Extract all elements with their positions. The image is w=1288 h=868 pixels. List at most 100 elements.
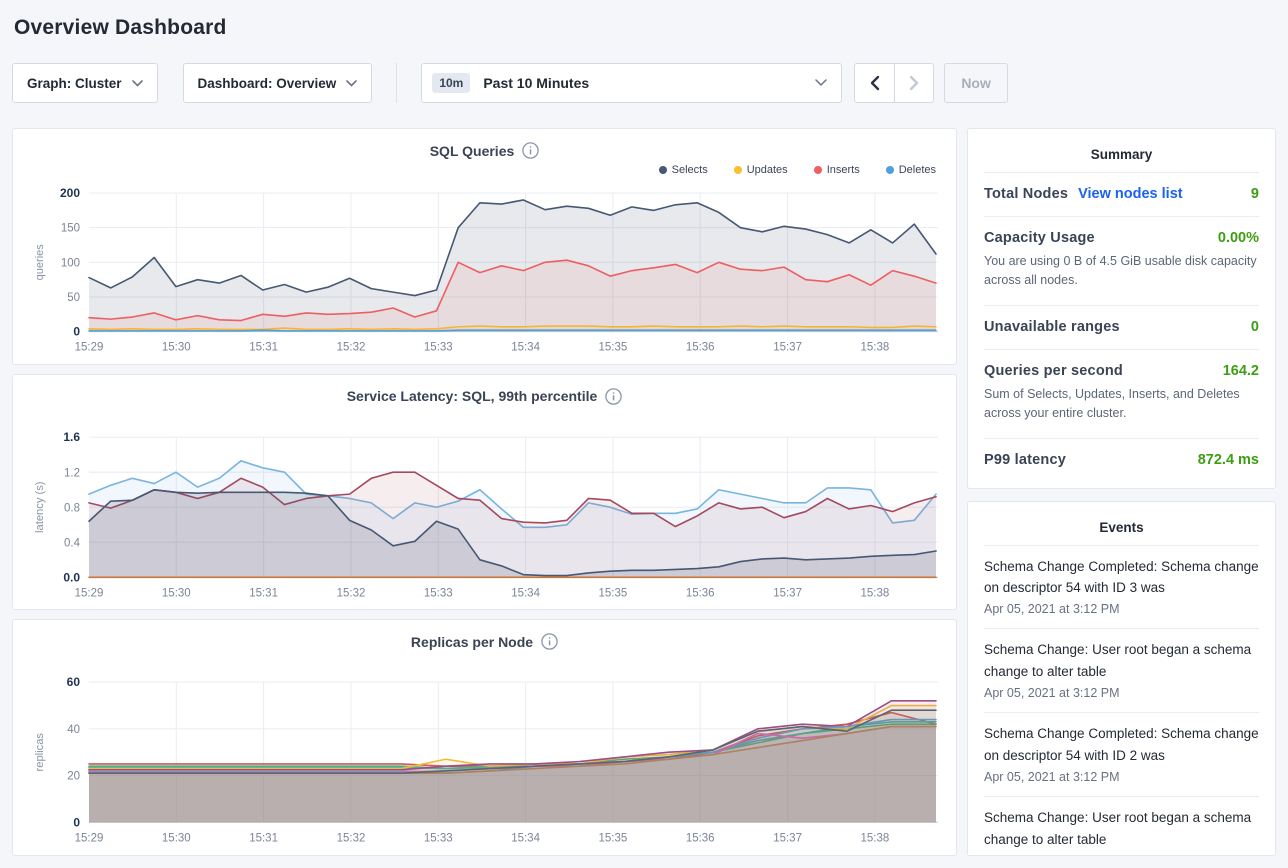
event-timestamp: Apr 05, 2021 at 3:12 PM xyxy=(984,602,1120,617)
summary-value: 872.4 ms xyxy=(1197,451,1259,468)
svg-text:1.6: 1.6 xyxy=(63,430,80,444)
svg-text:15:35: 15:35 xyxy=(599,833,628,845)
summary-row-unavailable-ranges: Unavailable ranges 0 xyxy=(984,304,1259,349)
chevron-right-icon xyxy=(909,75,919,91)
svg-text:0.0: 0.0 xyxy=(63,570,80,584)
summary-row-queries-per-second: Queries per second 164.2 Sum of Selects,… xyxy=(984,348,1259,438)
event-item[interactable]: Schema Change: User root began a schema … xyxy=(984,795,1259,855)
summary-row-p99-latency: P99 latency 872.4 ms xyxy=(984,437,1259,482)
svg-text:60: 60 xyxy=(67,675,81,689)
events-panel: Events Schema Change Completed: Schema c… xyxy=(967,500,1276,856)
info-icon[interactable] xyxy=(522,142,540,159)
svg-text:15:30: 15:30 xyxy=(162,833,191,845)
svg-text:15:36: 15:36 xyxy=(686,833,715,845)
svg-text:0.4: 0.4 xyxy=(64,537,81,549)
time-range-badge: 10m xyxy=(432,73,471,93)
event-text: Schema Change: User root began a schema … xyxy=(984,642,1252,680)
chart-title: Replicas per Node xyxy=(410,633,534,650)
legend-item-inserts[interactable]: Inserts xyxy=(813,164,860,176)
svg-text:15:32: 15:32 xyxy=(337,833,366,845)
summary-label: Total Nodes xyxy=(984,186,1069,202)
dashboard-dropdown-label: Dashboard: Overview xyxy=(197,75,337,91)
legend-dot-icon xyxy=(885,166,894,174)
summary-value: 9 xyxy=(1250,186,1259,202)
svg-text:15:36: 15:36 xyxy=(686,587,715,599)
info-icon[interactable] xyxy=(541,633,558,651)
svg-text:150: 150 xyxy=(61,223,80,235)
summary-value: 0.00% xyxy=(1217,230,1259,246)
replicas-per-node-chart-panel: Replicas per Node 0 20 40 60 15:29 15:30 15:31… xyxy=(12,619,957,857)
legend-item-updates[interactable]: Updates xyxy=(733,164,788,176)
svg-text:queries: queries xyxy=(34,244,46,281)
svg-text:15:35: 15:35 xyxy=(599,342,628,354)
legend-item-deletes[interactable]: Deletes xyxy=(885,164,936,176)
svg-text:15:29: 15:29 xyxy=(75,587,104,599)
summary-subtext: You are using 0 B of 4.5 GiB usable disk… xyxy=(984,254,1257,288)
time-range-picker[interactable]: 10m Past 10 Minutes xyxy=(421,63,843,103)
svg-text:15:34: 15:34 xyxy=(511,342,540,354)
sql-queries-chart[interactable]: 0 50 100 150 200 15:29 15:30 15:31 15:32 15:33 15:… xyxy=(31,183,938,356)
chart-legend: Selects Updates Inserts Deletes xyxy=(31,161,936,179)
svg-text:200: 200 xyxy=(60,186,80,200)
summary-row-total-nodes: Total Nodes View nodes list 9 xyxy=(984,172,1259,216)
summary-label: Unavailable ranges xyxy=(984,318,1120,335)
now-button[interactable]: Now xyxy=(944,63,1008,103)
service-latency-chart[interactable]: 0.0 0.4 0.8 1.2 1.6 15:29 15:30 15:31 15:32 15:33… xyxy=(31,427,938,602)
summary-title: Summary xyxy=(1090,147,1153,162)
graph-dropdown-label: Graph: Cluster xyxy=(27,75,122,91)
info-icon[interactable] xyxy=(605,387,623,405)
charts-column: SQL Queries Selects Updates Inserts Deletes… xyxy=(12,128,957,857)
svg-text:20: 20 xyxy=(67,771,80,783)
time-range-label: Past 10 Minutes xyxy=(483,75,590,91)
svg-text:15:37: 15:37 xyxy=(773,587,802,599)
svg-text:0: 0 xyxy=(73,816,80,830)
svg-text:15:34: 15:34 xyxy=(511,833,540,845)
svg-text:latency (s): latency (s) xyxy=(34,481,46,533)
event-text: Schema Change Completed: Schema change o… xyxy=(984,725,1259,763)
event-timestamp: Apr 05, 2021 at 3:12 PM xyxy=(984,769,1120,784)
time-step-buttons xyxy=(854,63,935,103)
events-title: Events xyxy=(1099,519,1144,535)
svg-text:15:38: 15:38 xyxy=(861,342,890,354)
sidebar-column: Summary Total Nodes View nodes list 9 Ca… xyxy=(967,128,1276,856)
event-item[interactable]: Schema Change Completed: Schema change o… xyxy=(984,711,1259,796)
service-latency-chart-panel: Service Latency: SQL, 99th percentile 0.… xyxy=(12,373,957,611)
event-item[interactable]: Schema Change: User root began a schema … xyxy=(984,628,1259,712)
svg-text:15:36: 15:36 xyxy=(686,342,715,354)
chevron-down-icon xyxy=(131,79,143,87)
summary-label: Queries per second xyxy=(984,362,1123,379)
svg-text:15:33: 15:33 xyxy=(424,587,453,599)
graph-dropdown[interactable]: Graph: Cluster xyxy=(12,63,158,103)
svg-text:replicas: replicas xyxy=(34,733,46,772)
dashboard-dropdown[interactable]: Dashboard: Overview xyxy=(182,63,373,103)
svg-text:15:32: 15:32 xyxy=(337,587,366,599)
previous-time-button[interactable] xyxy=(855,64,894,102)
svg-text:100: 100 xyxy=(61,257,80,269)
svg-text:15:35: 15:35 xyxy=(599,587,628,599)
svg-text:15:38: 15:38 xyxy=(861,587,890,599)
summary-value: 164.2 xyxy=(1222,362,1259,379)
event-item[interactable]: Schema Change Completed: Schema change o… xyxy=(984,544,1259,629)
svg-text:15:31: 15:31 xyxy=(249,587,278,599)
chevron-left-icon xyxy=(870,75,880,91)
svg-text:15:30: 15:30 xyxy=(162,342,191,354)
summary-subtext: Sum of Selects, Updates, Inserts, and De… xyxy=(984,386,1240,421)
sql-queries-chart-panel: SQL Queries Selects Updates Inserts Deletes… xyxy=(12,128,957,365)
view-nodes-list-link[interactable]: View nodes list xyxy=(1078,186,1183,202)
main-content: SQL Queries Selects Updates Inserts Deletes… xyxy=(12,128,1276,857)
svg-text:15:31: 15:31 xyxy=(249,342,278,354)
svg-text:1.2: 1.2 xyxy=(64,467,80,479)
replicas-per-node-chart[interactable]: 0 20 40 60 15:29 15:30 15:31 15:32 15:33 15:34 15:… xyxy=(31,672,938,847)
summary-row-capacity-usage: Capacity Usage 0.00% You are using 0 B o… xyxy=(984,216,1259,305)
legend-item-selects[interactable]: Selects xyxy=(658,164,708,176)
event-timestamp: Apr 05, 2021 at 3:11 PM xyxy=(984,853,1259,855)
legend-dot-icon xyxy=(813,166,822,174)
next-time-button[interactable] xyxy=(894,64,933,102)
svg-text:15:33: 15:33 xyxy=(424,342,453,354)
svg-text:15:37: 15:37 xyxy=(773,342,802,354)
summary-label: Capacity Usage xyxy=(984,230,1095,246)
summary-value: 0 xyxy=(1250,318,1259,335)
event-timestamp: Apr 05, 2021 at 3:12 PM xyxy=(984,685,1120,700)
chart-title: SQL Queries xyxy=(429,142,515,159)
